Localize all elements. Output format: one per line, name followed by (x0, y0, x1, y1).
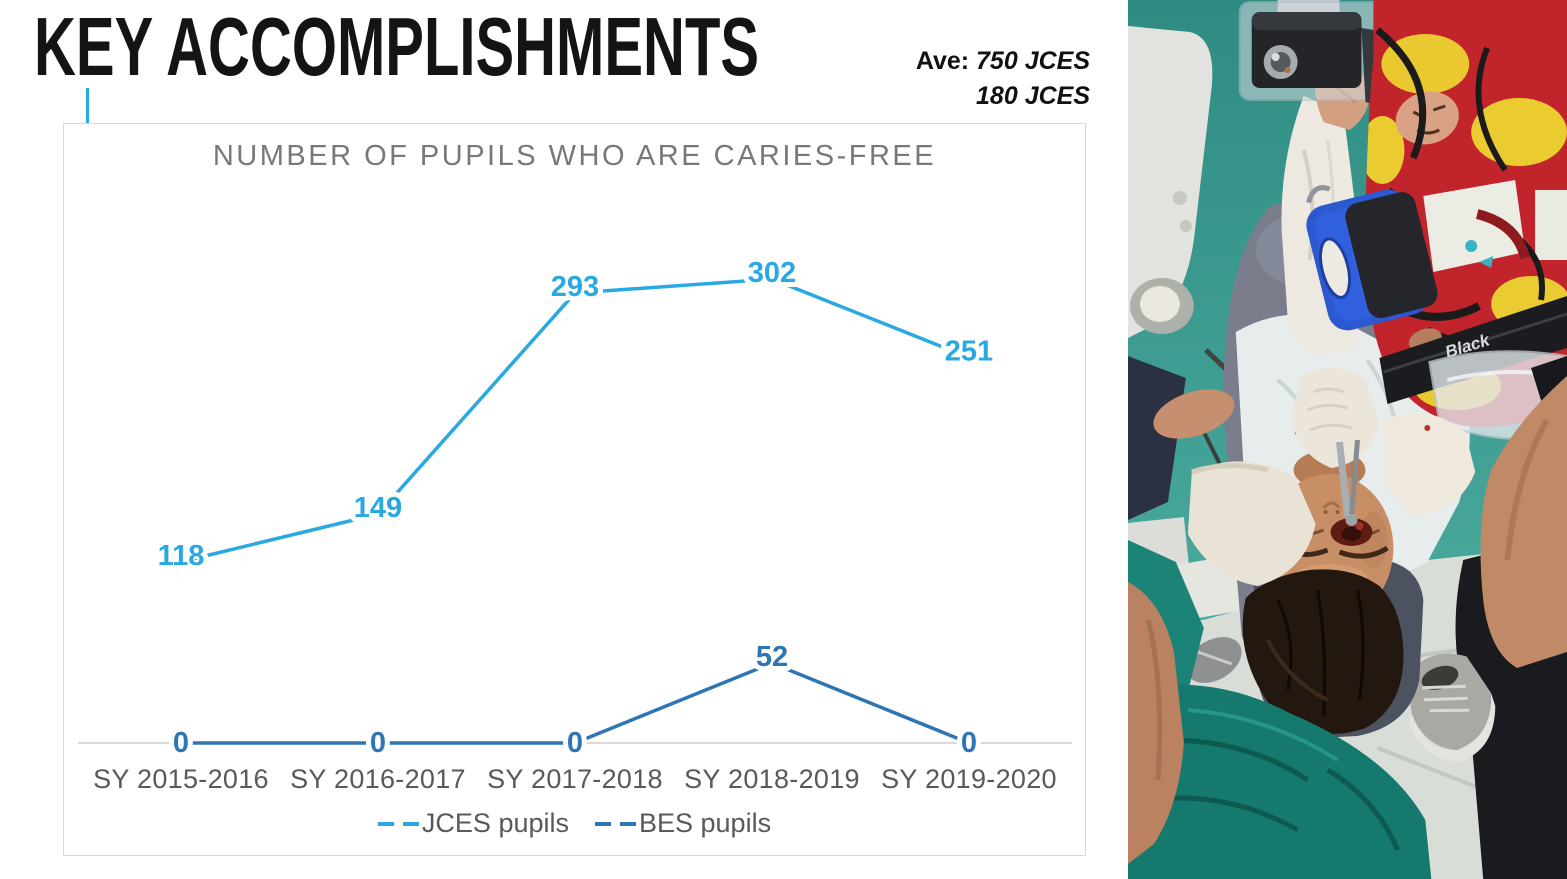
annotation-prefix: Ave: (915, 47, 970, 75)
line-chart: SY 2015-2016 SY 2016-2017 SY 2017-2018 SY 2… (78, 252, 1072, 794)
legend-label: BES pupils (639, 808, 772, 838)
photo-illustration: Black (1128, 0, 1567, 879)
teal-scrubs (1128, 540, 1432, 879)
legend-item-1: BES pupils (595, 808, 771, 839)
data-label: 251 (945, 335, 993, 367)
chart-card: NUMBER OF PUPILS WHO ARE CARIES-FREE SY … (63, 123, 1086, 856)
annotation-value-1: 750 JCES (976, 47, 1090, 75)
data-label: 293 (551, 271, 599, 303)
x-axis-label: SY 2019-2020 (881, 764, 1057, 794)
legend-label: JCES pupils (421, 808, 569, 838)
legend-item-0: JCES pupils (377, 808, 569, 839)
patient-other-arm (1153, 389, 1235, 439)
x-axis-label: SY 2015-2016 (93, 764, 269, 794)
chart-legend: JCES pupils BES pupils (64, 808, 1085, 839)
bluetooth-speaker (1306, 185, 1438, 331)
assistant-arm (1128, 582, 1184, 864)
x-axis-label: SY 2017-2018 (487, 764, 663, 794)
data-label: 0 (370, 727, 386, 759)
data-label: 149 (354, 492, 402, 524)
data-label: 0 (173, 727, 189, 759)
annotation-line-2: 180 JCES (976, 82, 1090, 110)
legend-dash-icon (620, 821, 636, 826)
data-label: 118 (158, 540, 205, 572)
annotation-line-1: Ave: 750 JCES (916, 44, 1090, 79)
data-label: 52 (756, 641, 788, 673)
dentist-forearm (1480, 376, 1567, 668)
series-line-0 (179, 277, 971, 564)
slide-title: KEY ACCOMPLISHMENTS (34, 0, 760, 94)
series-line-1 (179, 661, 971, 745)
data-label: 0 (961, 727, 977, 759)
patient-hair (1242, 569, 1404, 735)
title-connector-line (86, 88, 89, 123)
extraction-gloves (1187, 367, 1476, 586)
data-label: 302 (748, 257, 796, 289)
dental-procedure-photo: Black (1128, 0, 1567, 879)
data-label: 0 (567, 727, 583, 759)
annotation-ave: Ave: 750 JCES 180 JCES (916, 44, 1090, 114)
sneaker (1405, 653, 1496, 763)
x-axis-label: SY 2018-2019 (684, 764, 860, 794)
x-axis-label: SY 2016-2017 (290, 764, 466, 794)
legend-dash-icon (595, 821, 611, 826)
legend-dash-icon (377, 821, 394, 826)
chart-title: NUMBER OF PUPILS WHO ARE CARIES-FREE (212, 140, 937, 172)
left-shoe (1186, 637, 1242, 683)
legend-dash-icon (402, 821, 419, 826)
